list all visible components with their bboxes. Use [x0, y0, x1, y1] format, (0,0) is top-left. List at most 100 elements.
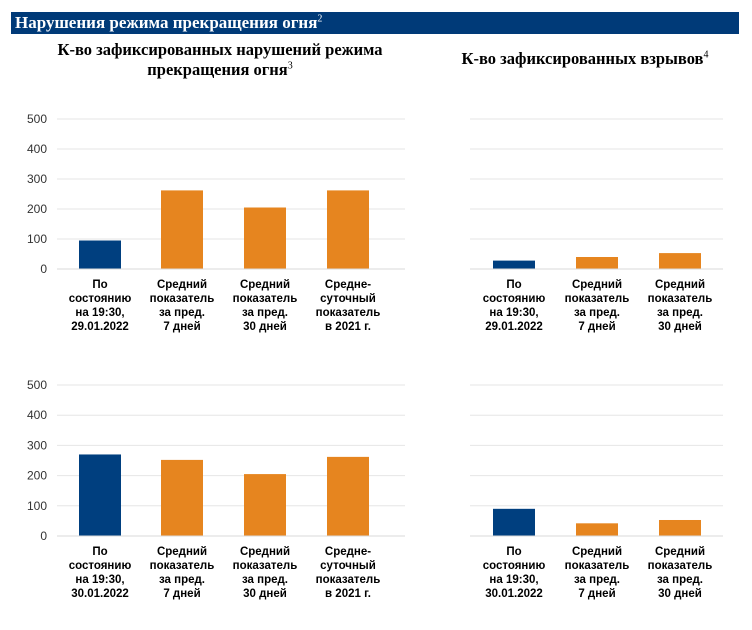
- y-tick-label: 500: [27, 378, 47, 392]
- section-banner: Нарушения режима прекращения огня2: [11, 12, 739, 34]
- category-label: Средне-суточный показатель в 2021 г.: [316, 279, 381, 333]
- category-label-line: показатель: [316, 574, 381, 586]
- category-label-line: Средний: [572, 546, 622, 558]
- category-label: Средний показатель за пред. 7 дней: [150, 279, 215, 333]
- category-label-line: 30.01.2022: [485, 588, 543, 600]
- bar-average: [244, 207, 286, 269]
- category-label-line: показатель: [150, 293, 215, 305]
- category-label-line: на 19:30,: [489, 307, 538, 319]
- category-label-line: показатель: [233, 293, 298, 305]
- category-label-line: Средний: [572, 279, 622, 291]
- violations-heading-line1: К-во зафиксированных нарушений режима: [57, 40, 383, 59]
- category-label: Средний показатель за пред. 30 дней: [233, 546, 298, 600]
- category-label-line: 30 дней: [243, 588, 287, 600]
- category-label-line: 7 дней: [578, 588, 615, 600]
- category-label-line: Средний: [240, 279, 290, 291]
- category-label-line: в 2021 г.: [325, 588, 371, 600]
- category-label-line: в 2021 г.: [325, 321, 371, 333]
- bar-current: [493, 508, 535, 536]
- bar-average: [659, 253, 701, 269]
- category-label-line: за пред.: [574, 574, 620, 586]
- category-label-line: Средний: [157, 279, 207, 291]
- category-label-line: 29.01.2022: [71, 321, 129, 333]
- category-label-line: Средне-: [325, 279, 371, 291]
- category-label-line: 30.01.2022: [71, 588, 129, 600]
- violations-heading-footnote: 3: [287, 60, 293, 72]
- category-label-line: за пред.: [242, 307, 288, 319]
- category-label: По состоянию на 19:30, 29.01.2022: [69, 279, 132, 333]
- category-label-line: показатель: [233, 560, 298, 572]
- category-label-line: за пред.: [657, 574, 703, 586]
- bar-current: [79, 454, 121, 536]
- category-label-line: 30 дней: [658, 321, 702, 333]
- category-label: Средне-суточный показатель в 2021 г.: [316, 546, 381, 600]
- explosions-heading-text: К-во зафиксированных взрывов: [461, 49, 704, 68]
- chart-top-right: По состоянию на 19:30, 29.01.2022 Средний пок…: [470, 118, 723, 333]
- category-label-line: Средний: [240, 546, 290, 558]
- category-label-line: Средний: [655, 279, 705, 291]
- bar-average: [576, 523, 618, 536]
- chart-top-left: 0 100 200 300 400 500 По состоянию на 19:30, 29.0…: [27, 112, 405, 333]
- category-label: По состоянию на 19:30, 29.01.2022: [483, 279, 546, 333]
- category-label-line: суточный: [320, 560, 376, 572]
- category-label: Средний показатель за пред. 7 дней: [565, 279, 630, 333]
- category-label-line: По: [506, 546, 521, 558]
- category-label: Средний показатель за пред. 30 дней: [648, 279, 713, 333]
- y-tick-label: 400: [27, 142, 47, 156]
- y-tick-label: 300: [27, 172, 47, 186]
- category-label-line: По: [92, 546, 107, 558]
- y-tick-label: 100: [27, 499, 47, 513]
- category-label: По состоянию на 19:30, 30.01.2022: [483, 546, 546, 600]
- category-label-line: По: [92, 279, 107, 291]
- category-label-line: показатель: [648, 293, 713, 305]
- y-tick-label: 300: [27, 438, 47, 452]
- category-label-line: Средний: [157, 546, 207, 558]
- violations-heading-line2: прекращения огня: [147, 60, 288, 79]
- category-label-line: По: [506, 279, 521, 291]
- category-label-line: за пред.: [242, 574, 288, 586]
- category-label: По состоянию на 19:30, 30.01.2022: [69, 546, 132, 600]
- chart-bottom-left: 0 100 200 300 400 500 По состоянию на 19:30, 30.0…: [27, 378, 405, 600]
- category-label-line: за пред.: [574, 307, 620, 319]
- category-label-line: показатель: [565, 560, 630, 572]
- category-label-line: суточный: [320, 293, 376, 305]
- category-label-line: за пред.: [657, 307, 703, 319]
- bar-average: [161, 190, 203, 269]
- explosions-heading: К-во зафиксированных взрывов4: [430, 49, 740, 69]
- category-label-line: состоянию: [483, 560, 546, 572]
- bar-average: [327, 456, 369, 536]
- category-label-line: на 19:30,: [75, 574, 124, 586]
- banner-footnote: 2: [317, 13, 323, 25]
- chart-bottom-right: По состоянию на 19:30, 30.01.2022 Средний пок…: [470, 384, 723, 600]
- category-label-line: показатель: [648, 560, 713, 572]
- y-tick-label: 200: [27, 202, 47, 216]
- category-label-line: на 19:30,: [489, 574, 538, 586]
- category-label-line: за пред.: [159, 307, 205, 319]
- bar-average: [576, 257, 618, 269]
- y-tick-label: 400: [27, 408, 47, 422]
- y-tick-label: 0: [40, 262, 47, 276]
- category-label-line: показатель: [150, 560, 215, 572]
- category-label-line: 7 дней: [578, 321, 615, 333]
- category-label-line: показатель: [565, 293, 630, 305]
- category-label-line: состоянию: [483, 293, 546, 305]
- category-label-line: показатель: [316, 307, 381, 319]
- category-label: Средний показатель за пред. 30 дней: [648, 546, 713, 600]
- y-tick-label: 100: [27, 232, 47, 246]
- bar-average: [659, 519, 701, 536]
- category-label-line: 7 дней: [163, 588, 200, 600]
- y-tick-label: 0: [40, 529, 47, 543]
- explosions-heading-footnote: 4: [703, 49, 709, 61]
- category-label: Средний показатель за пред. 7 дней: [565, 546, 630, 600]
- category-label: Средний показатель за пред. 7 дней: [150, 546, 215, 600]
- category-label-line: на 19:30,: [75, 307, 124, 319]
- bar-current: [79, 240, 121, 269]
- y-tick-label: 500: [27, 112, 47, 126]
- category-label-line: 30 дней: [658, 588, 702, 600]
- category-label-line: 30 дней: [243, 321, 287, 333]
- bar-average: [327, 190, 369, 269]
- y-tick-label: 200: [27, 469, 47, 483]
- category-label-line: состоянию: [69, 293, 132, 305]
- bar-average: [161, 459, 203, 536]
